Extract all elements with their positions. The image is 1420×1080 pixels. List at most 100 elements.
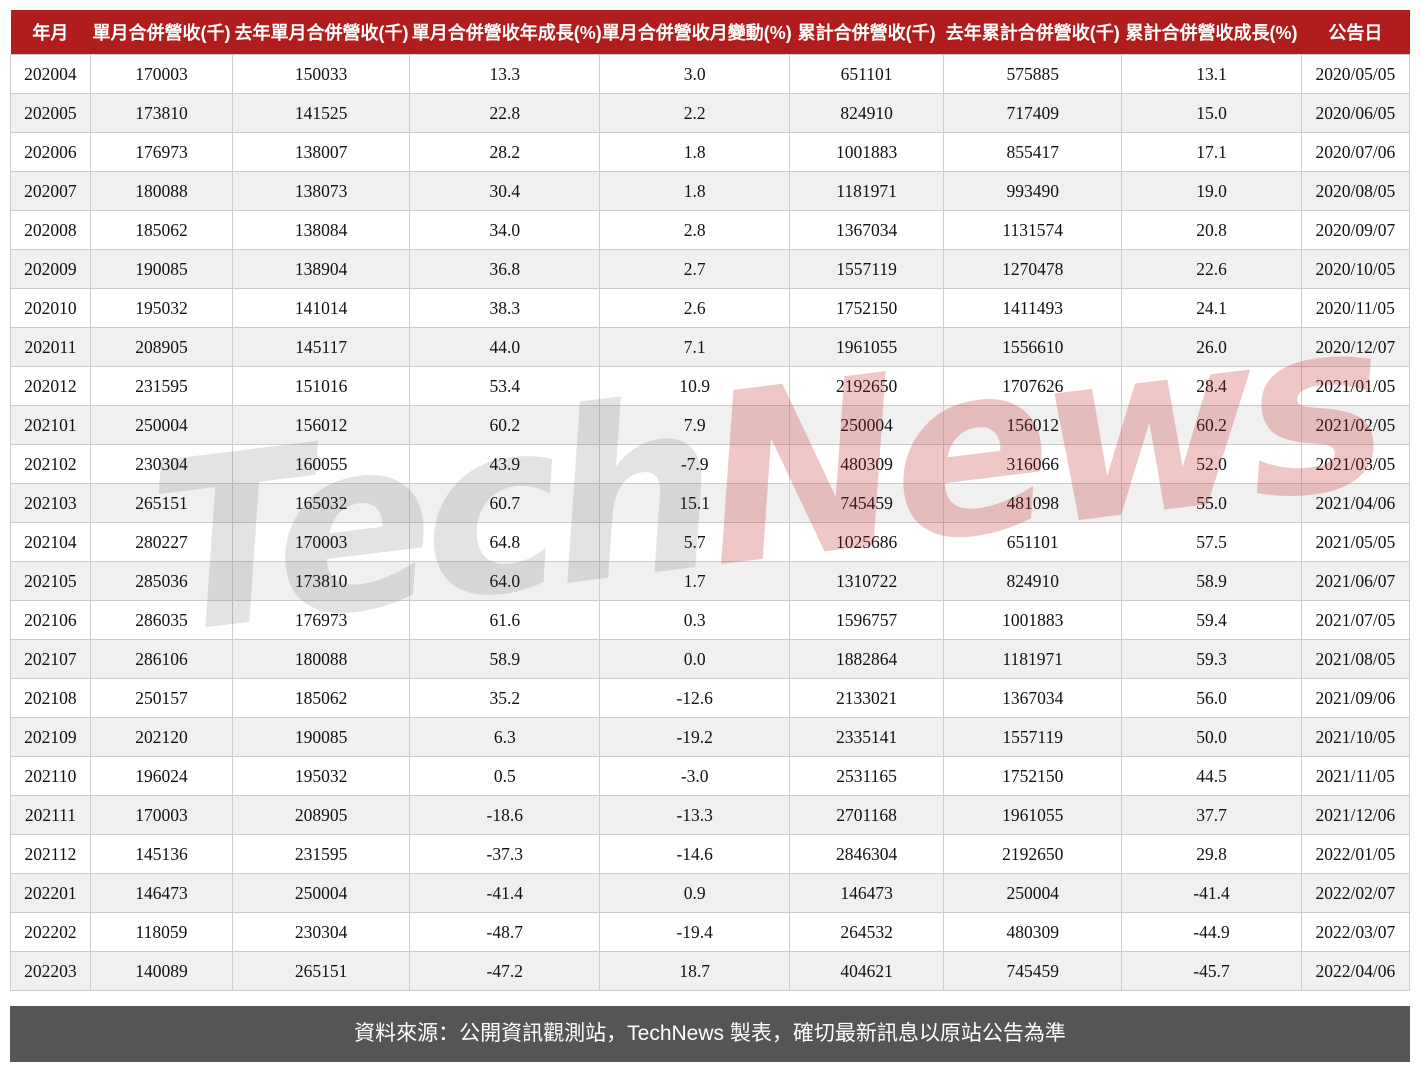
table-cell: 29.8	[1121, 834, 1302, 874]
column-header: 年月	[10, 10, 91, 55]
table-cell: 146473	[789, 873, 945, 913]
table-row: 202109 202120 190085 6.3 -19.2 2335141 1557119…	[10, 717, 1411, 757]
table-row: 202011 208905 145117 44.0 7.1 1961055 1556610 2…	[10, 327, 1411, 367]
table-cell: 1270478	[943, 249, 1123, 289]
table-cell: 1556610	[943, 327, 1123, 367]
table-row: 202103 265151 165032 60.7 15.1 745459 481098 55…	[10, 483, 1411, 523]
table-cell: 2.6	[599, 288, 791, 328]
table-cell: -3.0	[599, 756, 791, 796]
table-cell: 202106	[10, 600, 91, 640]
table-cell: 195032	[89, 288, 234, 328]
table-cell: 138084	[232, 210, 411, 250]
table-cell: 202008	[10, 210, 91, 250]
table-cell: 180088	[232, 639, 411, 679]
table-cell: -41.4	[409, 873, 601, 913]
table-cell: -14.6	[599, 834, 791, 874]
table-cell: 1367034	[789, 210, 945, 250]
table-cell: 285036	[89, 561, 234, 601]
table-cell: 202107	[10, 639, 91, 679]
table-cell: 10.9	[599, 366, 791, 406]
table-cell: 173810	[232, 561, 411, 601]
table-cell: -45.7	[1121, 951, 1302, 991]
table-cell: 202110	[10, 756, 91, 796]
table-cell: 53.4	[409, 366, 601, 406]
table-cell: 156012	[943, 405, 1123, 445]
table-cell: 160055	[232, 444, 411, 484]
table-cell: 28.2	[409, 132, 601, 172]
table-cell: 231595	[232, 834, 411, 874]
table-cell: -13.3	[599, 795, 791, 835]
table-cell: 316066	[943, 444, 1123, 484]
table-cell: 651101	[943, 522, 1123, 562]
table-cell: 50.0	[1121, 717, 1302, 757]
table-cell: 286035	[89, 600, 234, 640]
table-row: 202008 185062 138084 34.0 2.8 1367034 1131574 2…	[10, 210, 1411, 250]
table-cell: 202012	[10, 366, 91, 406]
table-cell: 2020/05/05	[1300, 54, 1411, 94]
table-row: 202106 286035 176973 61.6 0.3 1596757 1001883 5…	[10, 600, 1411, 640]
table-cell: 2021/06/07	[1300, 561, 1411, 601]
table-cell: 2021/02/05	[1300, 405, 1411, 445]
table-cell: 202108	[10, 678, 91, 718]
table-cell: 64.0	[409, 561, 601, 601]
table-cell: 404621	[789, 951, 945, 991]
table-cell: 2020/08/05	[1300, 171, 1411, 211]
table-cell: 250004	[943, 873, 1123, 913]
table-cell: 190085	[232, 717, 411, 757]
table-cell: 1961055	[789, 327, 945, 367]
table-cell: 170003	[232, 522, 411, 562]
table-row: 202102 230304 160055 43.9 -7.9 480309 316066 52…	[10, 444, 1411, 484]
column-header: 去年累計合併營收(千)	[943, 10, 1122, 55]
table-cell: 202011	[10, 327, 91, 367]
table-cell: 286106	[89, 639, 234, 679]
table-cell: 1025686	[789, 522, 945, 562]
table-cell: 2020/12/07	[1300, 327, 1411, 367]
table-cell: 0.3	[599, 600, 791, 640]
table-cell: 0.5	[409, 756, 601, 796]
table-cell: 36.8	[409, 249, 601, 289]
table-cell: 1411493	[943, 288, 1123, 328]
table-cell: 3.0	[599, 54, 791, 94]
table-cell: 202201	[10, 873, 91, 913]
table-cell: 2021/11/05	[1300, 756, 1411, 796]
table-cell: 118059	[89, 912, 234, 952]
table-cell: 2021/08/05	[1300, 639, 1411, 679]
table-cell: 176973	[232, 600, 411, 640]
table-cell: 180088	[89, 171, 234, 211]
table-cell: 2021/05/05	[1300, 522, 1411, 562]
table-cell: 2020/06/05	[1300, 93, 1411, 133]
table-cell: 28.4	[1121, 366, 1302, 406]
table-cell: 1596757	[789, 600, 945, 640]
table-row: 202007 180088 138073 30.4 1.8 1181971 993490 19…	[10, 171, 1411, 211]
column-header: 累計合併營收(千)	[789, 10, 944, 55]
table-cell: 1752150	[789, 288, 945, 328]
table-cell: 1001883	[943, 600, 1123, 640]
table-cell: 145117	[232, 327, 411, 367]
table-cell: 150033	[232, 54, 411, 94]
table-cell: 202004	[10, 54, 91, 94]
table-cell: 2020/10/05	[1300, 249, 1411, 289]
table-cell: 265151	[89, 483, 234, 523]
table-cell: 2022/03/07	[1300, 912, 1411, 952]
table-cell: 64.8	[409, 522, 601, 562]
table-cell: 61.6	[409, 600, 601, 640]
table-row: 202104 280227 170003 64.8 5.7 1025686 651101 57…	[10, 522, 1411, 562]
table-cell: 824910	[943, 561, 1123, 601]
table-row: 202203 140089 265151 -47.2 18.7 404621 745459-…	[10, 951, 1411, 991]
table-row: 202202 118059 230304 -48.7 -19.4 264532 480309…	[10, 912, 1411, 952]
table-cell: 2.7	[599, 249, 791, 289]
table-cell: 481098	[943, 483, 1123, 523]
table-cell: 202105	[10, 561, 91, 601]
table-cell: 26.0	[1121, 327, 1302, 367]
table-cell: -18.6	[409, 795, 601, 835]
table-cell: 185062	[232, 678, 411, 718]
table-cell: 176973	[89, 132, 234, 172]
table-cell: 7.9	[599, 405, 791, 445]
table-cell: 1752150	[943, 756, 1123, 796]
table-cell: 280227	[89, 522, 234, 562]
table-cell: 231595	[89, 366, 234, 406]
table-cell: 745459	[789, 483, 945, 523]
table-row: 202006 176973 138007 28.2 1.8 1001883 855417 17…	[10, 132, 1411, 172]
table-cell: 60.7	[409, 483, 601, 523]
table-cell: 717409	[943, 93, 1123, 133]
